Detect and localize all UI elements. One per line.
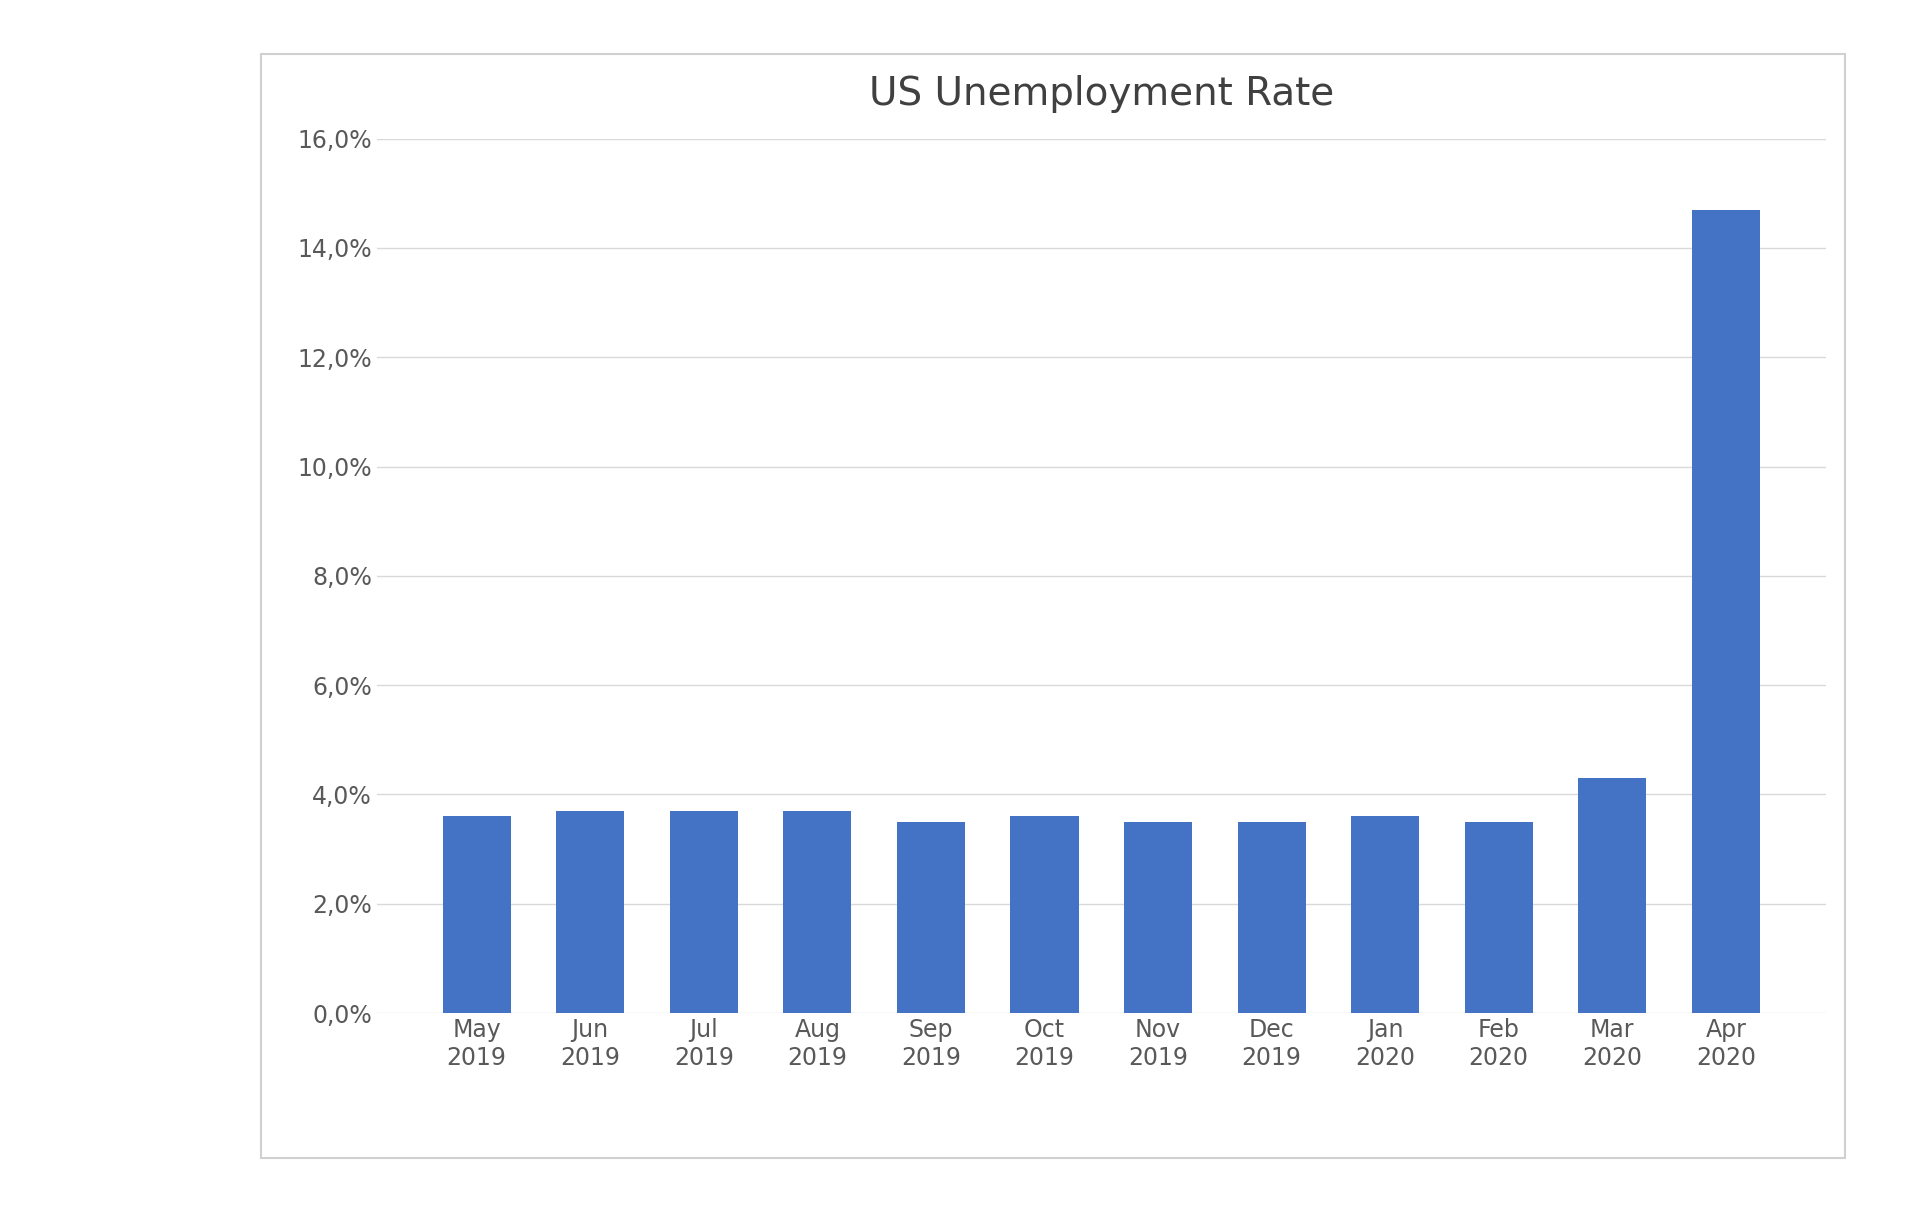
- Bar: [1692, 210, 1760, 1013]
- Bar: [556, 810, 624, 1013]
- Bar: [1010, 816, 1078, 1013]
- Title: US Unemployment Rate: US Unemployment Rate: [869, 75, 1333, 113]
- Bar: [1464, 821, 1532, 1013]
- Bar: [1238, 821, 1306, 1013]
- Bar: [1578, 778, 1646, 1013]
- Bar: [1350, 816, 1420, 1013]
- Bar: [670, 810, 738, 1013]
- Bar: [442, 816, 510, 1013]
- Bar: [896, 821, 964, 1013]
- Bar: [782, 810, 852, 1013]
- Bar: [1124, 821, 1192, 1013]
